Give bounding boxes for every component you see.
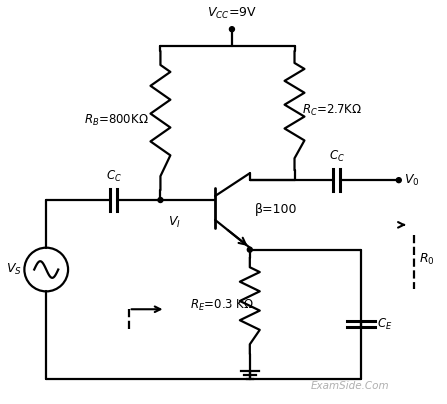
Text: ExamSide.Com: ExamSide.Com xyxy=(310,381,389,391)
Circle shape xyxy=(247,247,252,252)
Text: $R_C$=2.7KΩ: $R_C$=2.7KΩ xyxy=(303,103,363,118)
Text: $C_C$: $C_C$ xyxy=(106,169,122,184)
Text: $R_0$: $R_0$ xyxy=(419,252,434,267)
Text: $C_C$: $C_C$ xyxy=(329,149,345,164)
Text: $R_B$=800KΩ: $R_B$=800KΩ xyxy=(84,113,148,128)
Text: β=100: β=100 xyxy=(255,204,297,217)
Circle shape xyxy=(158,198,163,202)
Text: $V_I$: $V_I$ xyxy=(169,215,181,230)
Text: $R_E$=0.3 KΩ: $R_E$=0.3 KΩ xyxy=(190,298,254,313)
Text: $C_E$: $C_E$ xyxy=(377,317,392,332)
Text: $V_{CC}$=9V: $V_{CC}$=9V xyxy=(207,6,257,21)
Text: $V_S$: $V_S$ xyxy=(5,262,21,277)
Circle shape xyxy=(229,27,234,32)
Text: $V_0$: $V_0$ xyxy=(404,173,419,188)
Circle shape xyxy=(396,178,401,183)
